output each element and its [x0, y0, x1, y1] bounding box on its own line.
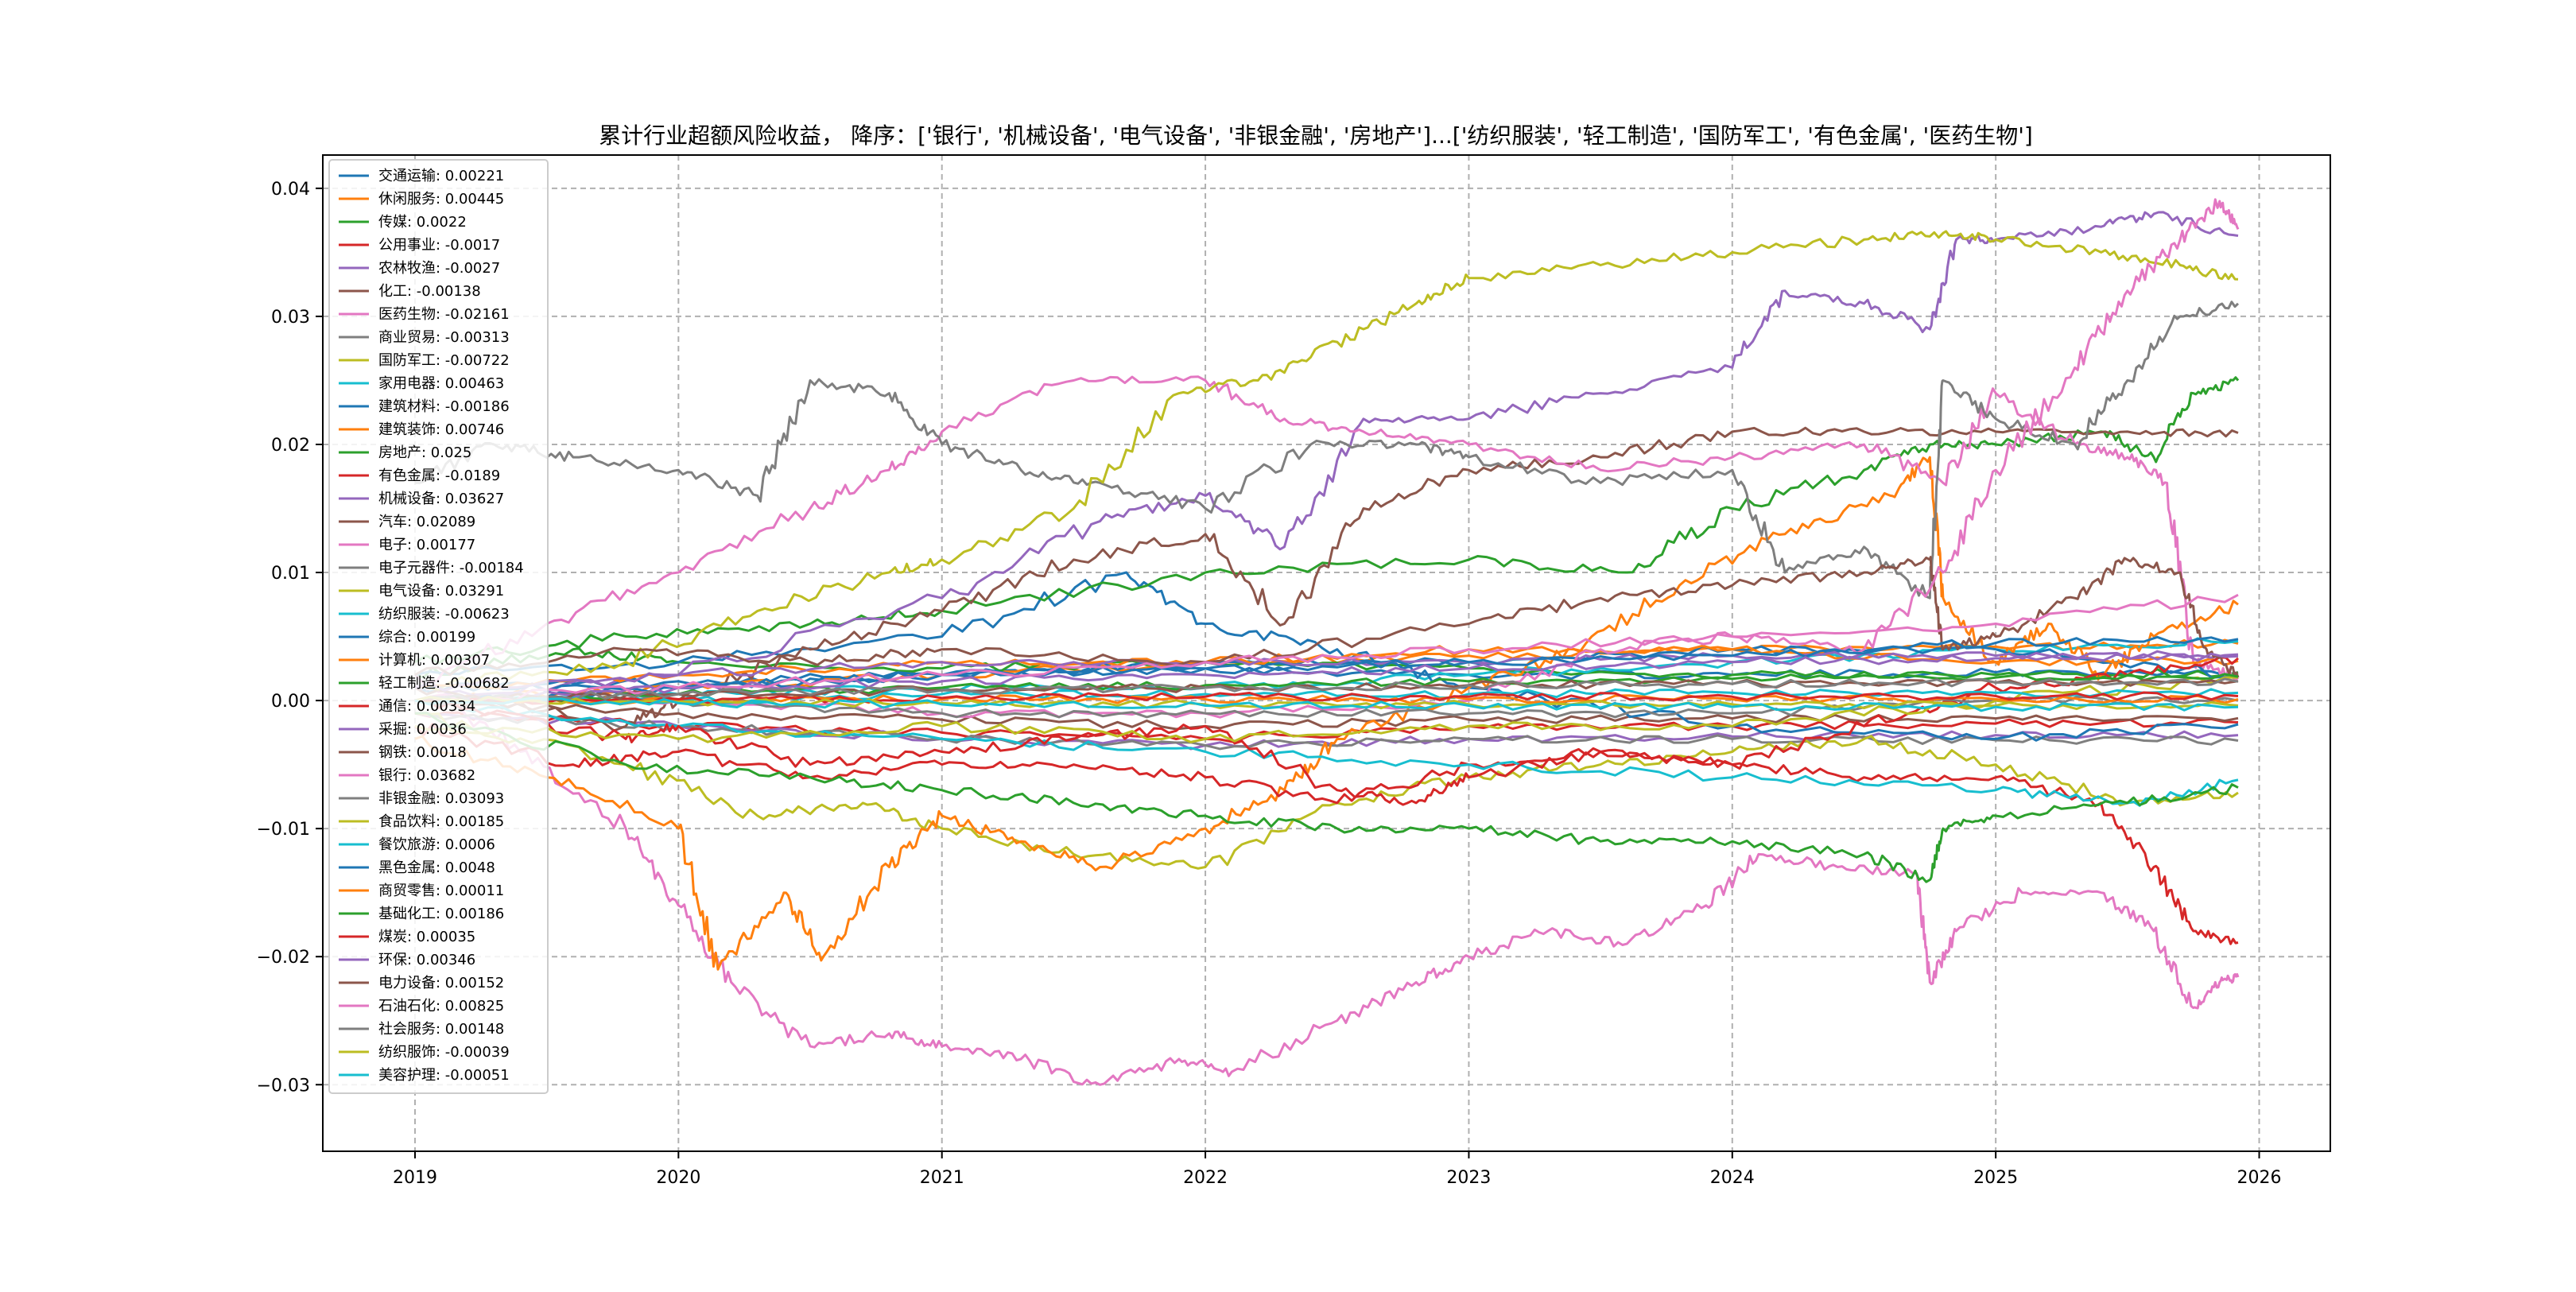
x-tick-label: 2022	[1183, 1168, 1228, 1188]
legend-entry: 社会服务: 0.00148	[378, 1021, 504, 1038]
legend-entry: 商业贸易: -0.00313	[378, 329, 510, 346]
series-layer	[413, 198, 2240, 1086]
series-line	[414, 711, 2239, 743]
y-tick-label: 0.02	[271, 436, 310, 456]
x-tick-label: 2023	[1446, 1168, 1491, 1188]
legend-entry: 电子: 0.00177	[378, 537, 475, 553]
legend-entry: 建筑装饰: 0.00746	[378, 421, 504, 438]
legend-entry: 家用电器: 0.00463	[378, 375, 504, 392]
y-tick-label: 0.00	[271, 692, 310, 712]
x-tick-label: 2024	[1710, 1168, 1755, 1188]
y-tick-label: −0.03	[257, 1076, 310, 1096]
legend: 交通运输: 0.00221 休闲服务: 0.00445 传媒: 0.0022 公用事业…	[328, 159, 549, 1094]
series-line	[414, 556, 2240, 678]
chart-title: 累计行业超额风险收益， 降序：['银行', '机械设备', '电气设备', '非…	[599, 122, 2033, 149]
legend-entry: 轻工制造: -0.00682	[378, 675, 510, 692]
legend-entry: 电子元器件: -0.00184	[378, 560, 524, 576]
legend-entry: 餐饮旅游: 0.0006	[378, 836, 495, 853]
x-tick-label: 2025	[1973, 1168, 2018, 1188]
series-line	[414, 696, 2239, 712]
series-line	[414, 677, 2239, 704]
legend-entry: 汽车: 0.02089	[378, 514, 475, 530]
x-tick-label: 2020	[656, 1168, 700, 1188]
legend-entry: 农林牧渔: -0.0027	[378, 260, 500, 277]
series-line	[414, 198, 2240, 719]
legend-entry: 综合: 0.00199	[378, 629, 475, 646]
legend-entry: 建筑材料: -0.00186	[378, 398, 510, 415]
series-line	[414, 375, 2240, 690]
legend-entry: 基础化工: 0.00186	[378, 906, 504, 922]
legend-entry: 电力设备: 0.00152	[378, 975, 504, 991]
y-tick-label: −0.02	[257, 948, 310, 968]
series-line	[414, 676, 2239, 743]
legend-entry: 环保: 0.00346	[378, 952, 475, 968]
legend-entry: 机械设备: 0.03627	[378, 491, 504, 507]
legend-entry: 美容护理: -0.00051	[378, 1067, 510, 1084]
legend-entry: 有色金属: -0.0189	[378, 468, 500, 484]
legend-entry: 食品饮料: 0.00185	[378, 813, 504, 830]
legend-entry: 电气设备: 0.03291	[378, 583, 504, 599]
y-tick-label: 0.01	[271, 564, 310, 584]
series-line	[414, 688, 2239, 705]
series-line	[414, 691, 2239, 705]
legend-entry: 商贸零售: 0.00011	[378, 883, 504, 899]
y-tick-label: 0.04	[271, 180, 310, 200]
series-line	[414, 656, 2239, 806]
legend-entry: 交通运输: 0.00221	[378, 168, 504, 184]
axis-layer: 2019 2020 2021 2022 2023 2024 2025 2026 0.04 0.03…	[257, 180, 2282, 1188]
series-line	[414, 712, 2239, 883]
series-line	[414, 593, 2239, 704]
y-tick-label: −0.01	[257, 820, 310, 840]
legend-entry: 化工: -0.00138	[378, 283, 481, 300]
legend-entry: 通信: 0.00334	[378, 698, 475, 715]
legend-entry: 石油石化: 0.00825	[378, 998, 504, 1015]
y-tick-label: 0.03	[271, 308, 310, 328]
legend-entry: 非银金融: 0.03093	[378, 790, 504, 807]
legend-entry: 计算机: 0.00307	[378, 652, 490, 669]
x-tick-label: 2019	[393, 1168, 437, 1188]
legend-entry: 纺织服饰: -0.00039	[378, 1044, 510, 1061]
series-line	[414, 230, 2239, 691]
legend-entry: 钢铁: 0.0018	[378, 744, 467, 761]
series-line	[414, 301, 2240, 599]
legend-entry: 房地产: 0.025	[378, 444, 471, 461]
x-tick-label: 2026	[2237, 1168, 2282, 1188]
legend-entry: 休闲服务: 0.00445	[378, 191, 504, 208]
legend-entry: 国防军工: -0.00722	[378, 352, 510, 369]
series-line	[414, 696, 2239, 807]
series-line	[414, 673, 2240, 1086]
legend-entry: 传媒: 0.0022	[378, 214, 467, 231]
series-line	[414, 699, 2239, 731]
series-line	[414, 712, 2239, 751]
legend-box	[328, 159, 549, 1094]
legend-entry: 煤炭: 0.00035	[378, 929, 475, 945]
legend-entry: 医药生物: -0.02161	[378, 306, 510, 323]
legend-entry: 采掘: 0.0036	[378, 721, 467, 738]
legend-entry: 银行: 0.03682	[378, 767, 475, 784]
legend-entry: 公用事业: -0.0017	[378, 237, 500, 254]
series-line	[414, 211, 2239, 705]
x-tick-label: 2021	[920, 1168, 964, 1188]
legend-entry: 黑色金属: 0.0048	[378, 859, 495, 876]
series-line	[414, 635, 2239, 705]
plot-frame	[322, 154, 2331, 1152]
legend-entry: 纺织服装: -0.00623	[378, 606, 510, 623]
